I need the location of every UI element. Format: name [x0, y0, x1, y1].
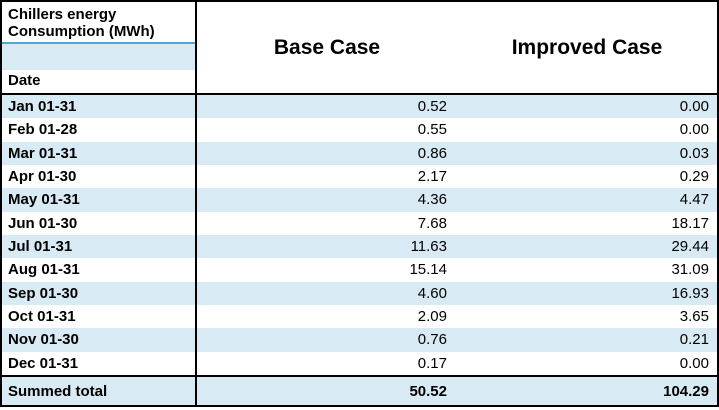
date-cell: Jul 01-31: [2, 234, 197, 259]
improved-case-cell: 16.93: [671, 284, 709, 302]
table-title-line1: Chillers energy: [8, 6, 117, 23]
date-cell: Nov 01-30: [2, 328, 197, 352]
improved-case-cell: 0.00: [679, 98, 709, 116]
table-title: Chillers energy Consumption (MWh): [2, 2, 195, 42]
base-case-cell: 2.17: [417, 168, 447, 186]
improved-case-cell: 18.17: [671, 214, 709, 232]
improved-case-cell: 0.03: [679, 144, 709, 162]
table-row: Aug 01-31 15.14 31.09: [2, 258, 717, 282]
base-case-cell: 0.86: [417, 144, 447, 162]
table-row: Mar 01-31 0.86 0.03: [2, 141, 717, 165]
improved-case-cell: 0.00: [679, 121, 709, 139]
table-row: Oct 01-31 2.09 3.65: [2, 304, 717, 329]
accent-divider: [2, 42, 195, 44]
table-row: Jul 01-31 11.63 29.44: [2, 234, 717, 259]
improved-case-cell: 4.47: [679, 191, 709, 209]
base-case-column-header: Base Case: [273, 35, 381, 59]
base-case-cell: 2.09: [417, 308, 447, 326]
improved-case-cell: 0.00: [679, 354, 709, 372]
header-band: [2, 44, 195, 70]
table-row: Apr 01-30 2.17 0.29: [2, 164, 717, 189]
header-corner-cell: Chillers energy Consumption (MWh) Date: [2, 2, 197, 93]
improved-case-column-header: Improved Case: [511, 35, 663, 59]
table-row: Nov 01-30 0.76 0.21: [2, 328, 717, 352]
date-cell: Sep 01-30: [2, 281, 197, 305]
date-cell: May 01-31: [2, 188, 197, 212]
date-cell: Oct 01-31: [2, 304, 197, 329]
date-cell: Mar 01-31: [2, 141, 197, 165]
base-case-cell: 0.55: [417, 121, 447, 139]
base-case-cell: 4.60: [417, 284, 447, 302]
table-title-line2: Consumption (MWh): [8, 23, 155, 40]
base-case-cell: 15.14: [409, 261, 447, 279]
base-case-cell: 0.17: [417, 354, 447, 372]
total-base-case-cell: 50.52: [409, 382, 447, 400]
summed-total-row: Summed total 50.52 104.29: [2, 375, 717, 405]
table-body: Jan 01-31 0.52 0.00 Feb 01-28 0.55 0.00 …: [2, 95, 717, 375]
base-case-cell: 7.68: [417, 214, 447, 232]
improved-case-cell: 3.65: [679, 308, 709, 326]
base-case-cell: 4.36: [417, 191, 447, 209]
improved-case-cell: 29.44: [671, 238, 709, 256]
base-case-cell: 0.52: [417, 98, 447, 116]
date-cell: Dec 01-31: [2, 351, 197, 375]
table-row: Dec 01-31 0.17 0.00: [2, 351, 717, 375]
improved-case-cell: 0.29: [679, 168, 709, 186]
table-row: Jan 01-31 0.52 0.00: [2, 95, 717, 119]
date-cell: Aug 01-31: [2, 258, 197, 282]
case-header-group: Base Case Improved Case: [197, 2, 717, 93]
base-case-cell: 0.76: [417, 331, 447, 349]
table-row: Sep 01-30 4.60 16.93: [2, 281, 717, 305]
total-improved-case-cell: 104.29: [663, 382, 709, 400]
date-cell: Feb 01-28: [2, 118, 197, 142]
improved-case-cell: 31.09: [671, 261, 709, 279]
improved-case-cell: 0.21: [679, 331, 709, 349]
table-row: May 01-31 4.36 4.47: [2, 188, 717, 212]
table-header: Chillers energy Consumption (MWh) Date B…: [2, 2, 717, 95]
date-cell: Apr 01-30: [2, 164, 197, 189]
date-cell: Jun 01-30: [2, 211, 197, 235]
base-case-cell: 11.63: [410, 238, 447, 256]
date-column-header: Date: [8, 72, 41, 89]
table-row: Jun 01-30 7.68 18.17: [2, 211, 717, 235]
total-label-cell: Summed total: [2, 377, 197, 405]
date-cell: Jan 01-31: [2, 95, 197, 119]
table-row: Feb 01-28 0.55 0.00: [2, 118, 717, 142]
